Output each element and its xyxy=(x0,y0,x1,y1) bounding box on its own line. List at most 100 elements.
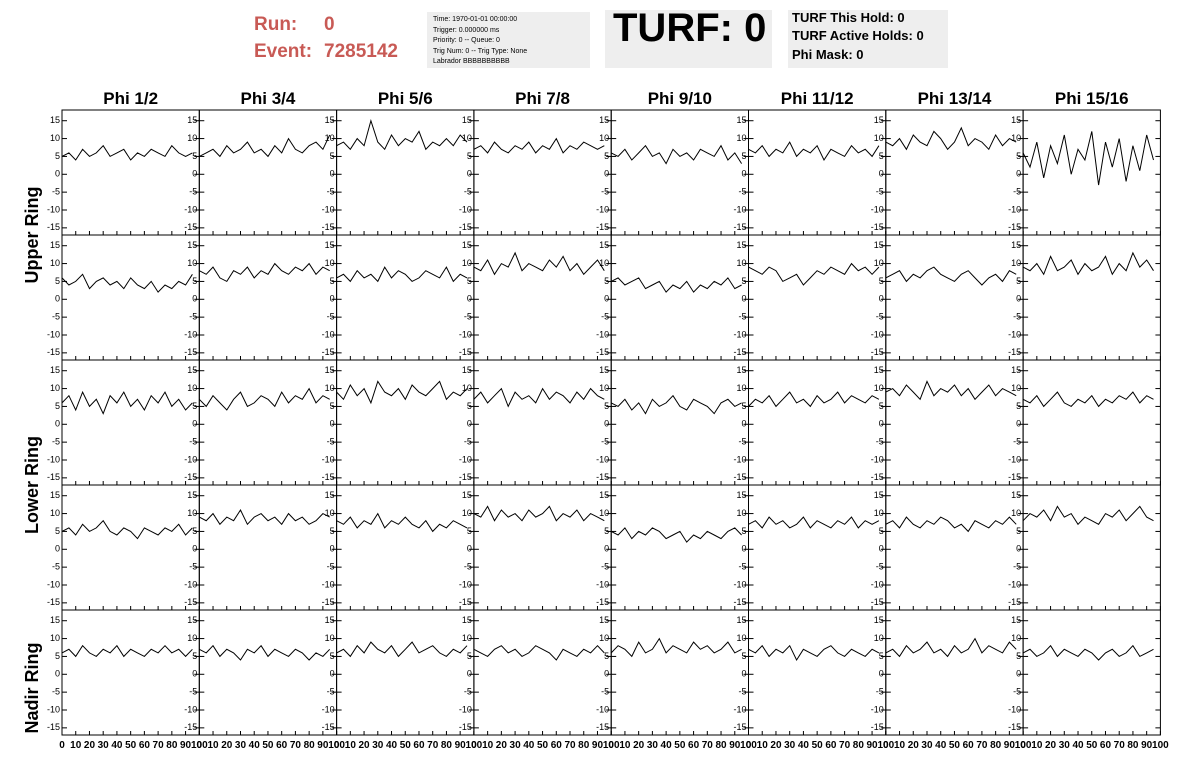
waveform xyxy=(748,391,880,408)
y-tick-label: 0 xyxy=(1016,169,1021,179)
waveform xyxy=(473,387,605,408)
y-tick-label: -5 xyxy=(738,437,746,447)
y-tick-label: 15 xyxy=(325,240,335,250)
waveform xyxy=(61,144,193,161)
column-title: Phi 3/4 xyxy=(241,89,296,108)
y-tick-label: -15 xyxy=(733,222,746,232)
y-tick-label: 0 xyxy=(1016,544,1021,554)
x-tick-label: 60 xyxy=(413,740,425,751)
panel-frame xyxy=(610,359,750,486)
turf-line: TURF This Hold: 0 xyxy=(792,10,905,25)
turf-box xyxy=(605,10,772,68)
y-tick-label: -5 xyxy=(738,312,746,322)
y-tick-label: -5 xyxy=(601,312,609,322)
y-tick-label: 10 xyxy=(325,383,335,393)
y-tick-label: 15 xyxy=(187,615,197,625)
y-tick-label: -10 xyxy=(596,454,609,464)
y-tick-label: 0 xyxy=(192,169,197,179)
panel-frame xyxy=(336,109,475,236)
x-tick-label: 20 xyxy=(358,740,370,751)
y-tick-label: -15 xyxy=(47,222,60,232)
y-tick-label: 15 xyxy=(1011,615,1021,625)
y-tick-label: -10 xyxy=(184,329,197,339)
y-tick-label: 5 xyxy=(55,151,60,161)
y-tick-label: -10 xyxy=(47,204,60,214)
y-tick-label: -15 xyxy=(47,472,60,482)
y-tick-label: 15 xyxy=(462,490,472,500)
y-tick-label: 10 xyxy=(599,258,609,268)
y-tick-label: -10 xyxy=(47,704,60,714)
y-tick-label: -5 xyxy=(1013,437,1021,447)
y-tick-label: -15 xyxy=(184,347,197,357)
y-tick-label: -10 xyxy=(47,454,60,464)
y-tick-label: -10 xyxy=(47,329,60,339)
panel-frame xyxy=(885,484,1024,611)
y-tick-label: 5 xyxy=(192,401,197,411)
y-tick-label: 5 xyxy=(741,401,746,411)
x-tick-label: 50 xyxy=(537,740,549,751)
panel-frame xyxy=(61,234,200,361)
x-tick-label: 80 xyxy=(578,740,590,751)
info-line: Labrador BBBBBBBBBB xyxy=(433,58,510,65)
y-tick-label: -5 xyxy=(1013,312,1021,322)
y-tick-label: 10 xyxy=(599,383,609,393)
waveform xyxy=(1022,644,1154,661)
x-tick-label: 30 xyxy=(647,740,659,751)
y-tick-label: -5 xyxy=(601,187,609,197)
y-tick-label: 15 xyxy=(874,490,884,500)
y-tick-label: -10 xyxy=(322,329,335,339)
y-tick-label: 15 xyxy=(736,365,746,375)
y-tick-label: 5 xyxy=(467,526,472,536)
y-tick-label: -10 xyxy=(733,454,746,464)
y-tick-label: -15 xyxy=(733,472,746,482)
row-title: Lower Ring xyxy=(22,436,42,534)
x-tick-label: 50 xyxy=(949,740,961,751)
panel-frame xyxy=(885,109,1024,236)
y-tick-label: 15 xyxy=(462,115,472,125)
x-tick-label: 40 xyxy=(523,740,535,751)
y-tick-label: -5 xyxy=(327,437,335,447)
x-tick-label: 10 xyxy=(345,740,357,751)
y-tick-label: 0 xyxy=(55,544,60,554)
info-line: Trigger: 0.000000 ms xyxy=(433,27,500,34)
y-tick-label: 10 xyxy=(462,508,472,518)
y-tick-label: -5 xyxy=(601,437,609,447)
waveform xyxy=(61,519,193,540)
y-tick-label: 5 xyxy=(741,276,746,286)
y-tick-label: 5 xyxy=(879,651,884,661)
y-tick-label: 0 xyxy=(55,169,60,179)
x-tick-label: 40 xyxy=(1072,740,1084,751)
x-tick-label: 100 xyxy=(1152,740,1169,751)
y-tick-label: -15 xyxy=(596,597,609,607)
y-tick-label: 0 xyxy=(741,169,746,179)
y-tick-label: 0 xyxy=(192,669,197,679)
column-title: Phi 9/10 xyxy=(648,89,712,108)
x-tick-label: 40 xyxy=(386,740,398,751)
waveform xyxy=(199,644,331,661)
x-tick-label: 80 xyxy=(441,740,453,751)
y-tick-label: 0 xyxy=(604,419,609,429)
y-tick-label: 5 xyxy=(192,151,197,161)
column-title: Phi 1/2 xyxy=(103,89,158,108)
y-tick-label: 5 xyxy=(1016,151,1021,161)
y-tick-label: -15 xyxy=(459,347,472,357)
x-tick-label: 20 xyxy=(496,740,508,751)
x-tick-label: 80 xyxy=(166,740,178,751)
panel-frame xyxy=(336,359,475,486)
panel-frame xyxy=(473,234,612,361)
y-tick-label: 15 xyxy=(462,240,472,250)
y-tick-label: 5 xyxy=(1016,526,1021,536)
y-tick-label: 15 xyxy=(50,615,60,625)
y-tick-label: 5 xyxy=(467,151,472,161)
x-tick-label: 60 xyxy=(963,740,975,751)
x-tick-label: 50 xyxy=(400,740,412,751)
y-tick-label: 10 xyxy=(736,133,746,143)
y-tick-label: -10 xyxy=(322,204,335,214)
x-tick-label: 60 xyxy=(551,740,563,751)
y-tick-label: 0 xyxy=(192,419,197,429)
y-tick-label: -15 xyxy=(322,722,335,732)
y-tick-label: -5 xyxy=(738,562,746,572)
y-tick-label: 0 xyxy=(741,669,746,679)
waveform xyxy=(610,277,742,293)
